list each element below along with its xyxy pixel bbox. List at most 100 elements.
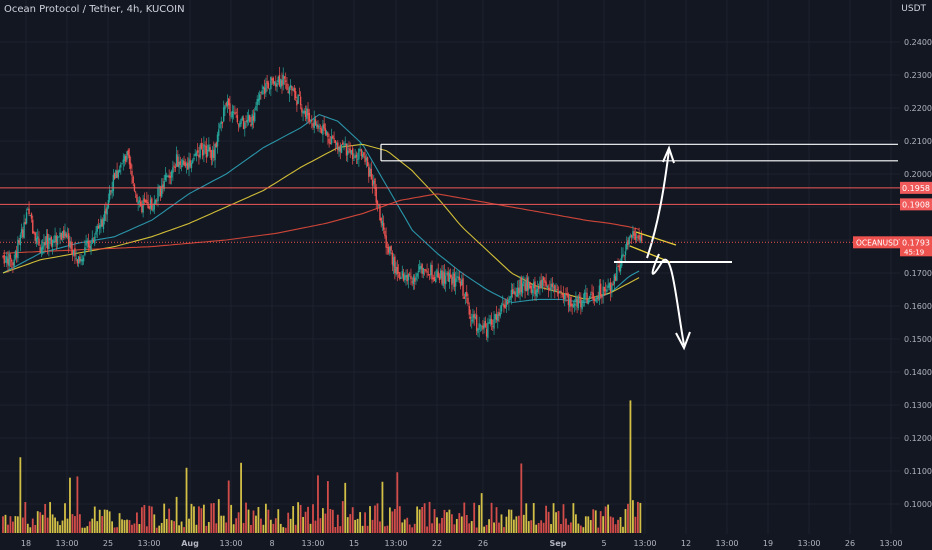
candle <box>595 298 597 302</box>
candle <box>210 149 213 166</box>
candle-body <box>509 296 511 300</box>
candle <box>323 116 325 131</box>
candle <box>38 231 40 247</box>
candle-body <box>528 282 530 290</box>
candle-body <box>397 272 400 273</box>
candle <box>292 86 294 91</box>
candle <box>607 278 609 291</box>
candle-body <box>462 278 464 296</box>
candle-body <box>309 119 312 121</box>
volume-bar <box>96 521 99 533</box>
candle <box>437 263 439 278</box>
candle-body <box>562 293 565 299</box>
volume-bar <box>88 521 91 533</box>
candle <box>41 239 44 256</box>
candle-body <box>483 323 485 329</box>
volume-bar <box>386 525 389 533</box>
candle <box>289 79 292 91</box>
candle <box>599 279 602 299</box>
volume-bar <box>500 514 503 533</box>
candle <box>602 279 604 304</box>
candle <box>148 205 151 210</box>
volume-bar <box>7 524 9 533</box>
volume-bar <box>131 524 133 533</box>
candle-body <box>231 111 234 118</box>
moving-average-slow <box>2 193 640 254</box>
candle <box>623 255 625 261</box>
candle-body <box>4 261 7 263</box>
candle-body <box>405 275 407 278</box>
candle-body <box>438 276 441 280</box>
candle <box>490 312 493 331</box>
candle <box>22 226 24 239</box>
candle <box>152 203 154 213</box>
candle-body <box>332 135 334 139</box>
candle <box>236 107 239 125</box>
candle-body <box>220 121 222 125</box>
volume-bar <box>309 523 312 533</box>
symbol-tag <box>853 236 900 249</box>
candle <box>467 293 469 307</box>
candle <box>91 230 93 245</box>
volume-bar <box>292 506 295 533</box>
volume-bar <box>153 514 156 533</box>
candle-body <box>111 189 113 194</box>
candle-body <box>485 329 488 337</box>
candle-body <box>489 319 492 324</box>
candle <box>447 267 449 283</box>
candle <box>376 199 379 212</box>
candle <box>131 164 133 185</box>
candle <box>592 286 594 304</box>
candle-body <box>626 242 628 250</box>
volume-bar <box>81 527 84 533</box>
candle <box>33 230 35 235</box>
candle <box>568 294 571 312</box>
candle-body <box>378 204 380 206</box>
volume-bar <box>69 477 71 533</box>
candle <box>165 172 168 182</box>
candle-body <box>138 200 141 203</box>
bullish-arrow <box>646 149 670 259</box>
candle <box>526 273 529 296</box>
candle-body <box>475 314 478 331</box>
candle <box>409 271 411 277</box>
candle <box>381 213 384 232</box>
candle <box>231 104 234 123</box>
candle <box>134 190 137 198</box>
volume-bar <box>401 522 404 533</box>
volume-bar <box>629 400 632 533</box>
candle <box>577 294 580 311</box>
candle <box>37 228 39 245</box>
candle-body <box>349 148 351 153</box>
candle-body <box>229 103 231 116</box>
candle <box>432 274 434 283</box>
candle <box>55 232 58 251</box>
candle <box>639 234 642 244</box>
candle-body <box>196 150 199 153</box>
volume-bar <box>322 508 324 533</box>
candle <box>366 156 369 167</box>
candle <box>265 77 267 98</box>
candle <box>359 143 361 152</box>
candle <box>397 264 400 278</box>
volume-bar <box>344 482 347 533</box>
candle <box>320 126 323 135</box>
candle-body <box>404 275 406 280</box>
candle <box>330 128 333 145</box>
candle-body <box>128 154 131 165</box>
candle <box>232 105 235 120</box>
volume-bar <box>364 512 366 533</box>
candle-body <box>504 305 506 309</box>
candle-body <box>431 265 433 280</box>
candle <box>39 244 41 254</box>
volume-bar <box>446 512 448 533</box>
volume-bar <box>396 472 399 533</box>
candle-body <box>27 209 29 211</box>
candle <box>23 214 25 239</box>
candle-body <box>152 209 154 212</box>
candle <box>582 293 585 307</box>
candle-body <box>536 288 539 293</box>
candle <box>586 288 588 304</box>
